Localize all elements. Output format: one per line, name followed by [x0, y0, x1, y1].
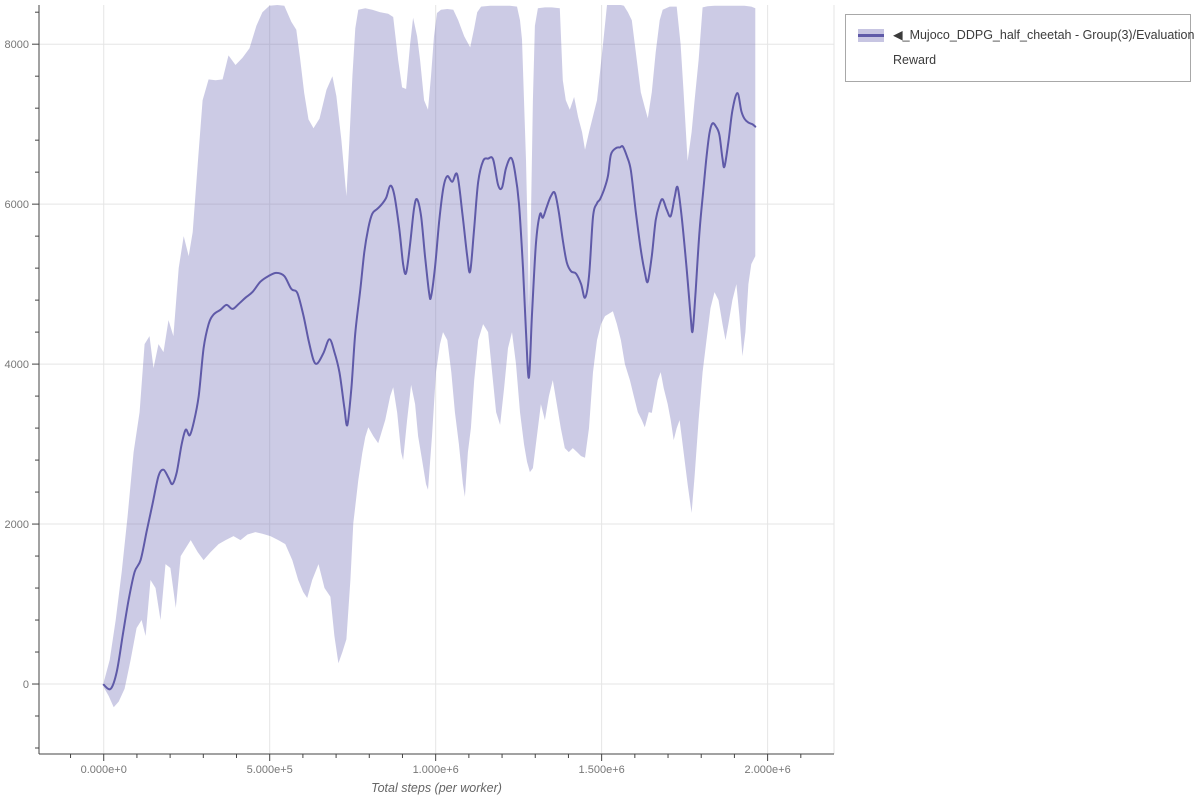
legend-label-line1: ◀_Mujoco_DDPG_half_cheetah - Group(3)/Ev… — [893, 28, 1195, 42]
y-tick-labels: 0 2000 4000 6000 8000 — [5, 39, 29, 691]
tick-marks — [32, 11, 802, 761]
svg-text:0.000e+0: 0.000e+0 — [81, 764, 127, 776]
svg-text:1.000e+6: 1.000e+6 — [413, 764, 459, 776]
x-tick-labels: 0.000e+0 5.000e+5 1.000e+6 1.500e+6 2.000e+6 — [81, 764, 791, 776]
svg-text:2000: 2000 — [5, 519, 29, 531]
svg-text:4000: 4000 — [5, 359, 29, 371]
svg-text:5.000e+5: 5.000e+5 — [247, 764, 293, 776]
reward-band — [103, 5, 756, 708]
gridlines — [39, 5, 834, 754]
svg-text:6000: 6000 — [5, 199, 29, 211]
svg-text:0: 0 — [23, 679, 29, 691]
reward-mean-line — [102, 91, 757, 691]
svg-text:2.000e+6: 2.000e+6 — [745, 764, 791, 776]
legend-band-swatch — [858, 29, 884, 42]
legend-label-line2: Reward — [893, 53, 937, 67]
x-axis-title: Total steps (per worker) — [371, 781, 502, 795]
legend[interactable]: ◀_Mujoco_DDPG_half_cheetah - Group(3)/Ev… — [845, 14, 1194, 82]
svg-text:1.500e+6: 1.500e+6 — [579, 764, 625, 776]
legend-line-swatch — [858, 34, 884, 37]
svg-text:8000: 8000 — [5, 39, 29, 51]
legend-label: ◀_Mujoco_DDPG_half_cheetah - Group(3)/Ev… — [893, 23, 1194, 73]
